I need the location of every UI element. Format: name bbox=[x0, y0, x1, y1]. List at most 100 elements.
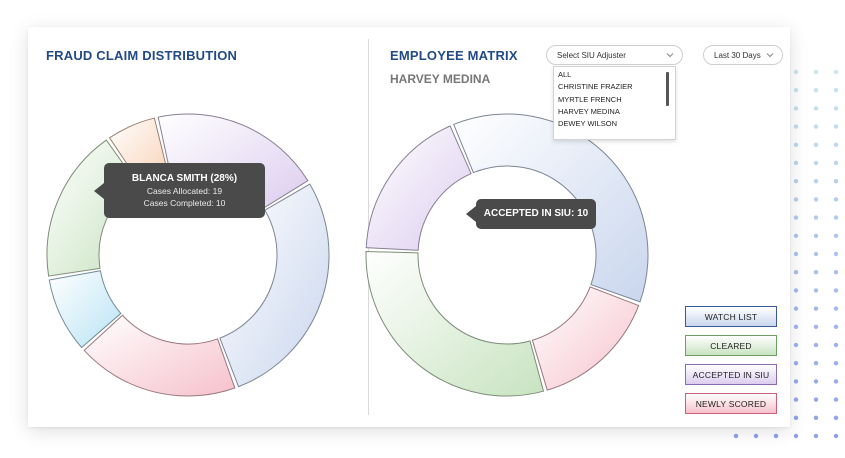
decorative-dot bbox=[833, 415, 839, 420]
decorative-dot bbox=[793, 179, 799, 184]
adjuster-option[interactable]: CHRISTINE FRAZIER bbox=[558, 82, 633, 92]
decorative-dot bbox=[833, 215, 839, 220]
donut-segment[interactable] bbox=[365, 125, 472, 251]
decorative-dot bbox=[833, 306, 839, 311]
donut-segment[interactable] bbox=[365, 251, 545, 397]
decorative-dot bbox=[833, 142, 839, 147]
decorative-dot bbox=[793, 215, 799, 220]
decorative-dot bbox=[813, 215, 819, 220]
tooltip-employee-name: BLANCA SMITH (28%) bbox=[131, 173, 238, 184]
decorative-dot bbox=[793, 306, 799, 311]
legend-item[interactable]: WATCH LIST bbox=[685, 306, 777, 327]
adjuster-option[interactable]: ALL bbox=[558, 70, 572, 79]
employee-matrix-donut-chart[interactable] bbox=[365, 27, 689, 427]
decorative-dot bbox=[813, 270, 819, 275]
decorative-dot bbox=[813, 233, 819, 238]
decorative-dot bbox=[833, 88, 839, 93]
siu-adjuster-dropdown-list[interactable]: ALL CHRISTINE FRAZIER MYRTLE FRENCH HARVEY … bbox=[553, 66, 676, 140]
donut-segment[interactable] bbox=[83, 314, 236, 397]
decorative-dot bbox=[813, 397, 819, 402]
donut-segment[interactable] bbox=[531, 286, 640, 391]
decorative-dot bbox=[833, 342, 839, 348]
date-range-select[interactable]: Last 30 Days bbox=[703, 45, 783, 65]
dropdown-scrollbar[interactable] bbox=[666, 72, 669, 106]
decorative-dot bbox=[793, 397, 799, 402]
fraud-claim-donut-chart[interactable] bbox=[28, 27, 368, 427]
employee-chart-tooltip: ACCEPTED IN SIU: 10 bbox=[466, 199, 596, 229]
decorative-dot bbox=[793, 324, 799, 329]
decorative-dot bbox=[833, 270, 839, 275]
chevron-down-icon bbox=[666, 53, 674, 58]
decorative-dot bbox=[773, 433, 779, 439]
decorative-dot bbox=[813, 179, 819, 184]
decorative-dot bbox=[793, 415, 799, 420]
decorative-dot bbox=[793, 379, 799, 384]
decorative-dot bbox=[813, 160, 819, 166]
decorative-dot bbox=[813, 342, 819, 348]
decorative-dot bbox=[833, 233, 839, 238]
decorative-dot bbox=[793, 233, 799, 238]
adjuster-option[interactable]: HARVEY MEDINA bbox=[558, 106, 620, 116]
decorative-dot bbox=[793, 106, 799, 111]
decorative-dot bbox=[833, 160, 839, 166]
decorative-dot bbox=[793, 361, 799, 366]
decorative-dot bbox=[833, 379, 839, 384]
decorative-dot bbox=[793, 288, 799, 293]
decorative-dot bbox=[793, 160, 799, 166]
decorative-dot bbox=[793, 124, 799, 129]
decorative-dot bbox=[833, 106, 839, 111]
employee-matrix-title: EMPLOYEE MATRIX bbox=[390, 48, 518, 63]
decorative-dot bbox=[813, 361, 819, 366]
decorative-dot bbox=[793, 197, 799, 202]
fraud-chart-tooltip: BLANCA SMITH (28%) Cases Allocated: 19 C… bbox=[94, 163, 265, 218]
decorative-dot bbox=[793, 88, 799, 93]
decorative-dot bbox=[813, 306, 819, 311]
decorative-dot bbox=[813, 379, 819, 384]
decorative-dot bbox=[813, 69, 819, 75]
decorative-dot bbox=[833, 397, 839, 402]
decorative-dot bbox=[753, 433, 759, 439]
decorative-dot bbox=[793, 433, 799, 439]
decorative-dot bbox=[793, 69, 799, 75]
decorative-dot bbox=[833, 69, 839, 75]
date-range-value: Last 30 Days bbox=[714, 50, 761, 60]
decorative-dot bbox=[833, 251, 839, 257]
donut-segment[interactable] bbox=[453, 113, 649, 303]
decorative-dot bbox=[793, 342, 799, 348]
dashboard-card: FRAUD CLAIM DISTRIBUTION BLANCA SMITH (2… bbox=[28, 27, 790, 427]
decorative-dot bbox=[833, 288, 839, 293]
decorative-dot bbox=[813, 88, 819, 93]
legend-item[interactable]: CLEARED bbox=[685, 335, 777, 356]
decorative-dot bbox=[813, 415, 819, 420]
decorative-dot bbox=[813, 433, 819, 439]
decorative-dot bbox=[833, 197, 839, 202]
siu-adjuster-select-value: Select SIU Adjuster bbox=[557, 50, 626, 60]
tooltip-cases-allocated: Cases Allocated: 19 bbox=[146, 186, 223, 196]
selected-employee-name: HARVEY MEDINA bbox=[390, 72, 491, 86]
decorative-dot bbox=[793, 251, 799, 257]
decorative-dot bbox=[813, 106, 819, 111]
decorative-dot bbox=[833, 124, 839, 129]
donut-segment[interactable] bbox=[219, 183, 330, 388]
adjuster-option[interactable]: MYRTLE FRENCH bbox=[558, 94, 622, 104]
decorative-dot bbox=[813, 251, 819, 257]
tooltip-cases-completed: Cases Completed: 10 bbox=[143, 198, 226, 208]
siu-adjuster-select[interactable]: Select SIU Adjuster bbox=[546, 45, 683, 65]
fraud-claim-distribution-title: FRAUD CLAIM DISTRIBUTION bbox=[46, 48, 238, 63]
decorative-dot bbox=[813, 142, 819, 147]
decorative-dot bbox=[793, 142, 799, 147]
decorative-dot bbox=[813, 197, 819, 202]
decorative-dot bbox=[733, 433, 739, 439]
decorative-dot bbox=[833, 324, 839, 329]
decorative-dot bbox=[833, 179, 839, 184]
decorative-dot bbox=[833, 361, 839, 366]
legend-item[interactable]: NEWLY SCORED bbox=[685, 393, 777, 414]
donut-segment[interactable] bbox=[48, 270, 122, 349]
decorative-dot bbox=[813, 124, 819, 129]
legend-item[interactable]: ACCEPTED IN SIU bbox=[685, 364, 777, 385]
decorative-dot bbox=[833, 433, 839, 439]
decorative-dot bbox=[813, 324, 819, 329]
adjuster-option[interactable]: DEWEY WILSON bbox=[558, 119, 618, 129]
decorative-dot bbox=[793, 270, 799, 275]
